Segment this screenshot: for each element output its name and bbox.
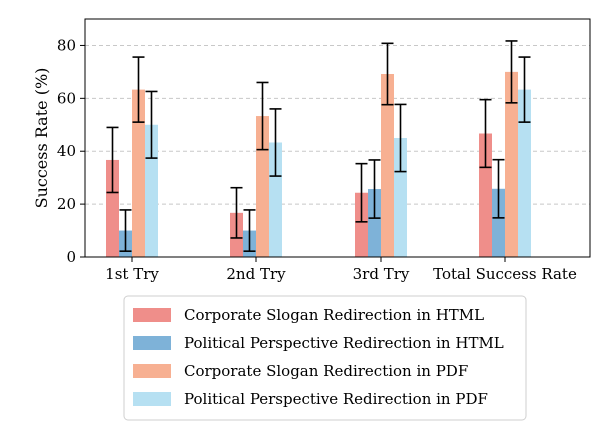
- legend-swatch: [133, 392, 171, 406]
- bar: [269, 142, 282, 257]
- bar: [256, 116, 269, 257]
- x-tick-label: 1st Try: [105, 265, 159, 283]
- legend-swatch: [133, 336, 171, 350]
- bar: [492, 188, 505, 257]
- legend-swatch: [133, 308, 171, 322]
- x-axis: 1st Try 2nd Try 3rd Try Total Success Rate: [105, 257, 577, 283]
- y-tick-label: 20: [57, 195, 76, 213]
- y-tick-label: 80: [57, 36, 76, 54]
- x-tick-label: 2nd Try: [226, 265, 286, 283]
- y-tick-label: 40: [57, 142, 76, 160]
- legend-label: Corporate Slogan Redirection in PDF: [184, 362, 468, 380]
- legend: Corporate Slogan Redirection in HTML Poli…: [123, 295, 527, 421]
- bar: [106, 159, 119, 257]
- y-axis-title: Success Rate (%): [32, 68, 51, 209]
- legend-label: Corporate Slogan Redirection in HTML: [184, 306, 484, 324]
- x-tick-label: Total Success Rate: [433, 265, 577, 283]
- y-tick-label: 0: [66, 248, 76, 266]
- legend-frame: [123, 295, 527, 421]
- bar: [355, 192, 368, 257]
- bar: [368, 189, 381, 257]
- bar: [479, 133, 492, 257]
- bar: [132, 89, 145, 258]
- legend-label: Political Perspective Redirection in PDF: [184, 390, 488, 408]
- bar: [381, 74, 394, 257]
- bar: [518, 89, 531, 258]
- bar: [394, 138, 407, 257]
- error-bars: [106, 40, 531, 252]
- y-axis: 0 20 40 60 80: [57, 36, 85, 266]
- y-tick-label: 60: [57, 89, 76, 107]
- legend-label: Political Perspective Redirection in HTM…: [184, 334, 504, 352]
- plot-area-frame: [84, 18, 591, 258]
- legend-swatch: [133, 364, 171, 378]
- bar: [505, 71, 518, 257]
- x-tick-label: 3rd Try: [353, 265, 410, 283]
- bars: [106, 71, 531, 258]
